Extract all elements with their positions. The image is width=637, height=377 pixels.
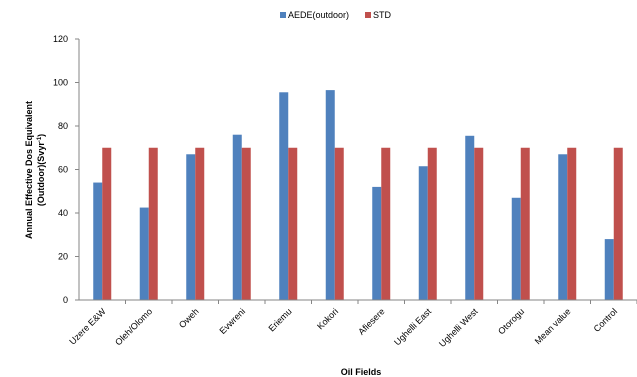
bar-aede — [325, 90, 335, 300]
bar-aede — [232, 134, 242, 300]
bar-aede — [418, 166, 428, 300]
x-tick-label: Otorogu — [496, 306, 526, 336]
x-tick-label: Oleh/Olomo — [113, 306, 154, 347]
bar-std — [148, 147, 158, 300]
x-tick-label: Ughelli East — [392, 306, 433, 347]
x-tick-label: Ughelli West — [437, 306, 480, 349]
bar-aede — [279, 92, 289, 300]
x-tick-label: Afiesere — [356, 306, 386, 336]
bar-std — [474, 147, 484, 300]
x-axis-ticks: Uzere E&W Oleh/Olomo Oweh Evwreni Eriemu Koko… — [67, 300, 637, 349]
bar-aede — [186, 154, 196, 300]
y-tick-label: 20 — [58, 252, 68, 262]
x-axis-title: Oil Fields — [341, 367, 382, 377]
x-tick-label: Mean value — [533, 306, 573, 346]
bar-std — [567, 147, 577, 300]
y-axis-ticks: 0 20 40 60 80 100 120 — [53, 34, 79, 305]
bar-aede — [465, 135, 475, 300]
bar-std — [102, 147, 112, 300]
bar-std — [241, 147, 251, 300]
x-tick-label: Uzere E&W — [67, 306, 108, 347]
plot-area — [93, 90, 623, 300]
bar-std — [520, 147, 530, 300]
y-axis-title-line1: Annual Effective Dos Equivalent — [24, 101, 34, 239]
bar-std — [334, 147, 344, 300]
y-axis-title-line2: (Outdoor)(Svyr-1) — [36, 134, 46, 206]
y-tick-label: 0 — [63, 295, 68, 305]
y-tick-label: 40 — [58, 208, 68, 218]
y-tick-label: 60 — [58, 165, 68, 175]
bar-std — [195, 147, 205, 300]
axes — [78, 39, 637, 301]
bar-std — [613, 147, 623, 300]
x-tick-label: Kokori — [315, 306, 340, 331]
legend-label: AEDE(outdoor) — [288, 10, 349, 20]
x-tick-label: Eriemu — [266, 306, 293, 333]
y-tick-label: 80 — [58, 121, 68, 131]
bar-aede — [372, 186, 382, 300]
bar-aede — [604, 239, 614, 300]
bar-aede — [93, 182, 103, 300]
bar-std — [381, 147, 391, 300]
legend-label: STD — [373, 10, 392, 20]
x-tick-label: Control — [592, 306, 620, 334]
bar-std — [427, 147, 437, 300]
y-tick-label: 100 — [53, 78, 68, 88]
bar-aede — [558, 154, 568, 300]
legend-swatch — [365, 12, 371, 18]
bar-aede — [511, 197, 521, 300]
x-tick-label: Evwreni — [217, 306, 247, 336]
y-tick-label: 120 — [53, 34, 68, 44]
x-tick-label: Oweh — [177, 306, 201, 330]
legend: AEDE(outdoor) STD — [280, 10, 392, 20]
legend-swatch — [280, 12, 286, 18]
bar-aede — [139, 207, 149, 300]
y-axis-title: Annual Effective Dos Equivalent (Outdoor… — [24, 101, 46, 239]
bar-std — [288, 147, 298, 300]
